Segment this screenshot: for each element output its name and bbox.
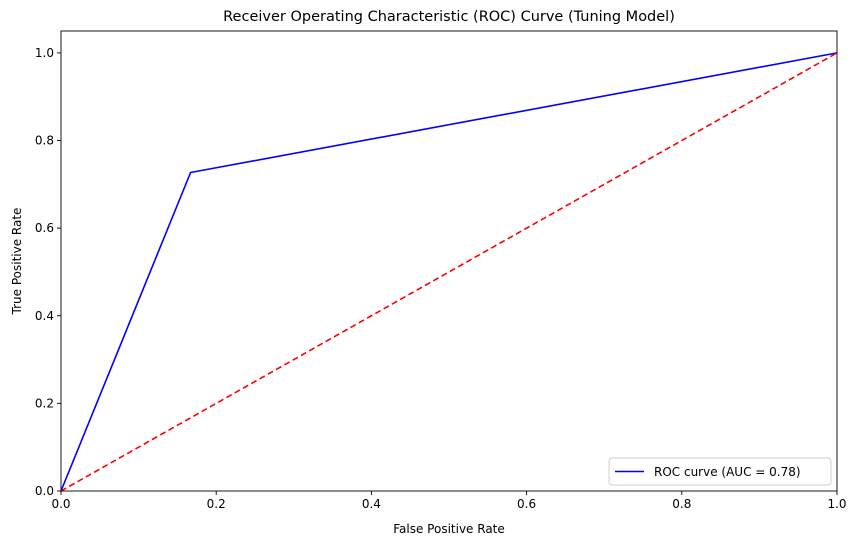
y-tick-label: 0.4 bbox=[35, 309, 54, 323]
x-tick-label: 0.2 bbox=[207, 497, 226, 511]
y-axis-title: True Positive Rate bbox=[10, 208, 24, 316]
chart-title: Receiver Operating Characteristic (ROC) … bbox=[223, 9, 675, 25]
x-tick-label: 0.8 bbox=[672, 497, 691, 511]
x-tick-label: 1.0 bbox=[827, 497, 846, 511]
plot-frame bbox=[60, 30, 838, 492]
series-layer bbox=[60, 52, 838, 492]
legend-label-roc: ROC curve (AUC = 0.78) bbox=[654, 465, 801, 479]
y-axis-ticks: 0.0 0.2 0.4 0.6 0.8 1.0 bbox=[35, 46, 61, 498]
x-tick-label: 0.4 bbox=[362, 497, 381, 511]
plot-background bbox=[61, 31, 837, 491]
y-tick-label: 1.0 bbox=[35, 46, 54, 60]
roc-curve-line bbox=[60, 52, 838, 492]
x-tick-label: 0.6 bbox=[517, 497, 536, 511]
y-tick-label: 0.0 bbox=[35, 484, 54, 498]
legend-box bbox=[608, 457, 832, 486]
y-tick-label: 0.2 bbox=[35, 396, 54, 410]
y-tick-label: 0.8 bbox=[35, 134, 54, 148]
x-axis-title: False Positive Rate bbox=[393, 522, 505, 536]
x-tick-label: 0.0 bbox=[51, 497, 70, 511]
chance-diagonal-line bbox=[60, 52, 838, 492]
plot-area bbox=[60, 30, 838, 492]
legend: ROC curve (AUC = 0.78) bbox=[608, 457, 832, 486]
x-axis-ticks: 0.0 0.2 0.4 0.6 0.8 1.0 bbox=[51, 491, 847, 511]
y-tick-label: 0.6 bbox=[35, 221, 54, 235]
